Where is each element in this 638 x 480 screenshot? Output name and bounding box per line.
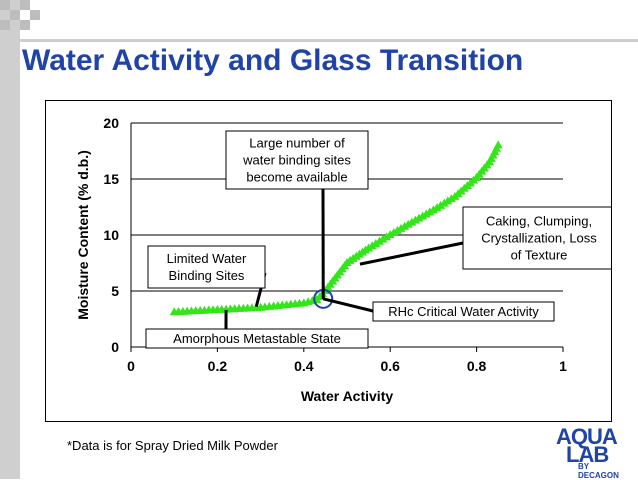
y-axis-label: Moisture Content (% d.b.) bbox=[75, 150, 91, 320]
annotation-text: Limited Water bbox=[167, 251, 247, 266]
x-axis-label: Water Activity bbox=[301, 388, 394, 404]
annotation-text: RHc Critical Water Activity bbox=[388, 304, 539, 319]
x-tick-label: 1 bbox=[559, 358, 567, 374]
footnote: *Data is for Spray Dried Milk Powder bbox=[67, 438, 278, 453]
aqualab-logo: AQUA LAB BY DECAGON bbox=[556, 424, 632, 474]
x-tick-label: 0.8 bbox=[467, 358, 487, 374]
x-tick-label: 0.4 bbox=[294, 358, 314, 374]
decorative-checker-pattern bbox=[0, 0, 40, 30]
annotation-text: Amorphous Metastable State bbox=[173, 331, 341, 346]
y-tick-label: 15 bbox=[103, 171, 119, 187]
x-tick-label: 0.2 bbox=[208, 358, 228, 374]
x-tick-label: 0 bbox=[127, 358, 135, 374]
y-tick-label: 20 bbox=[103, 115, 119, 131]
y-tick-label: 10 bbox=[103, 227, 119, 243]
decorative-vertical-stripe bbox=[0, 0, 20, 479]
annotation-text: of Texture bbox=[511, 248, 568, 263]
decorative-horizontal-stripe bbox=[0, 39, 638, 42]
y-tick-label: 5 bbox=[111, 283, 119, 299]
annotation-text: Large number of bbox=[249, 136, 345, 151]
annotation-text: Crystallization, Loss bbox=[481, 231, 597, 246]
annotation-text: become available bbox=[246, 170, 347, 185]
moisture-sorption-chart: 0 5 10 15 20 0 0.2 0.4 0.6 0.8 1 Water Activity Mois… bbox=[46, 101, 611, 421]
slide-title: Water Activity and Glass Transition bbox=[22, 44, 523, 78]
data-point-triangle bbox=[494, 140, 503, 148]
annotation-text: Binding Sites bbox=[169, 268, 245, 283]
logo-line-3: BY DECAGON bbox=[578, 462, 632, 480]
annotation-text: water binding sites bbox=[242, 153, 351, 168]
chart-frame: 0 5 10 15 20 0 0.2 0.4 0.6 0.8 1 Water Activity Mois… bbox=[45, 100, 612, 422]
y-tick-label: 0 bbox=[111, 339, 119, 355]
x-tick-label: 0.6 bbox=[380, 358, 400, 374]
annotation-text: Caking, Clumping, bbox=[486, 214, 592, 229]
